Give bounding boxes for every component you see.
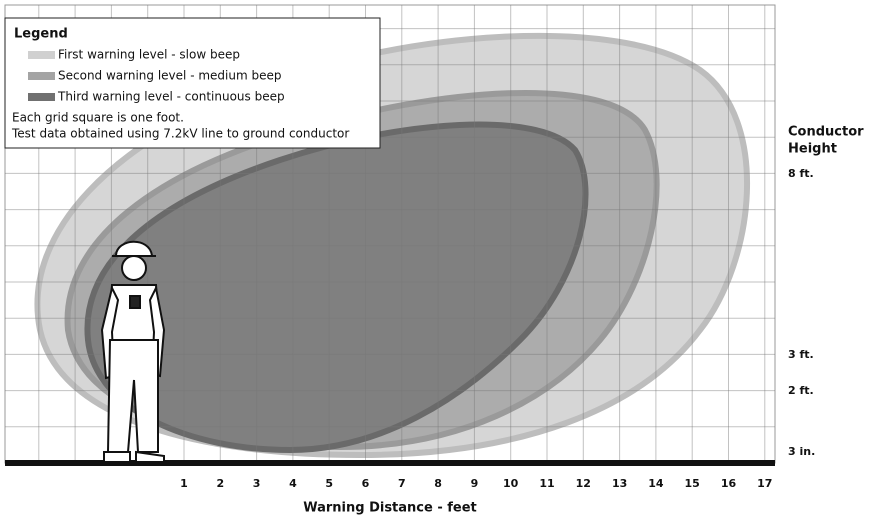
y-axis-title: Height: [788, 142, 837, 157]
x-tick-label: 16: [721, 477, 737, 490]
x-tick-label: 2: [216, 477, 224, 490]
x-tick-label: 3: [253, 477, 261, 490]
x-tick-label: 1: [180, 477, 188, 490]
legend-swatch: [28, 51, 55, 59]
x-tick-label: 12: [576, 477, 591, 490]
ground: [5, 460, 775, 466]
x-tick-label: 14: [648, 477, 664, 490]
legend-label: Second warning level - medium beep: [58, 69, 281, 83]
height-label: 8 ft.: [788, 167, 814, 180]
x-tick-label: 8: [434, 477, 442, 490]
x-tick-label: 13: [612, 477, 627, 490]
x-tick-label: 5: [325, 477, 333, 490]
x-axis-title: Warning Distance - feet: [303, 501, 477, 516]
x-tick-label: 10: [503, 477, 519, 490]
x-tick-label: 4: [289, 477, 297, 490]
legend: First warning level - slow beep Second wa…: [11, 48, 349, 141]
x-tick-label: 17: [757, 477, 772, 490]
height-label: 3 in.: [788, 445, 815, 458]
legend-swatch: [28, 72, 55, 80]
legend-title: Legend: [14, 27, 68, 42]
x-tick-label: 15: [685, 477, 700, 490]
x-tick-label: 6: [362, 477, 370, 490]
person-figure: [100, 240, 166, 463]
legend-note: Test data obtained using 7.2kV line to g…: [11, 127, 349, 141]
height-label: 3 ft.: [788, 348, 814, 361]
height-label: 2 ft.: [788, 384, 814, 397]
zone-third: [84, 121, 589, 454]
x-tick-label: 7: [398, 477, 406, 490]
legend-label: Third warning level - continuous beep: [57, 90, 285, 104]
legend-label: First warning level - slow beep: [58, 48, 240, 62]
legend-swatch: [28, 93, 55, 101]
x-tick-label: 11: [539, 477, 554, 490]
y-axis-title: Conductor: [788, 125, 864, 140]
legend-note: Each grid square is one foot.: [12, 111, 184, 125]
x-tick-label: 9: [471, 477, 479, 490]
legend-box: [4, 17, 381, 149]
